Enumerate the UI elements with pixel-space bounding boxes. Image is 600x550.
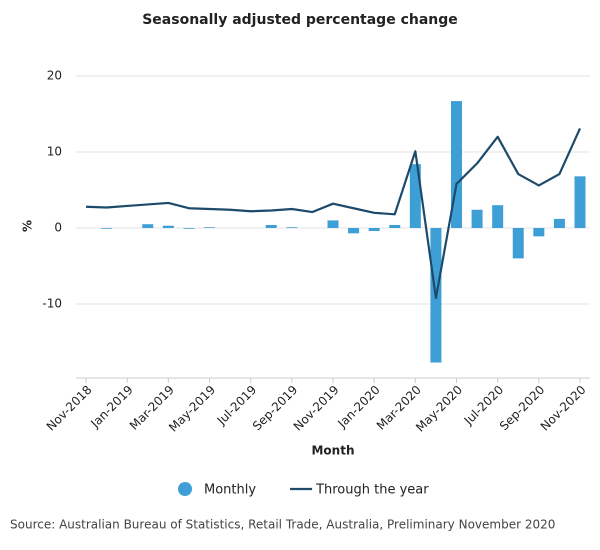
x-tick-label: Nov-2019	[291, 383, 342, 434]
legend-label: Monthly	[204, 483, 256, 498]
source-note: Source: Australian Bureau of Statistics,…	[10, 518, 555, 532]
bar	[553, 218, 565, 228]
bar	[512, 228, 524, 259]
y-axis-label: %	[21, 220, 35, 232]
legend-label: Through the year	[315, 483, 429, 498]
bar	[451, 101, 462, 228]
bar	[348, 228, 360, 234]
y-tick-label: 10	[47, 145, 62, 159]
bar	[142, 224, 154, 228]
line	[85, 127, 582, 300]
bar	[101, 228, 113, 229]
bar	[204, 227, 215, 228]
y-tick-label: -10	[42, 297, 62, 311]
bar	[409, 164, 421, 228]
x-tick-label: Nov-2018	[44, 383, 95, 434]
x-axis-label: Month	[311, 444, 354, 458]
bar	[162, 225, 174, 228]
bar	[471, 209, 483, 228]
bar	[368, 228, 380, 232]
bar	[492, 205, 504, 228]
bar	[265, 224, 277, 228]
bar	[327, 220, 339, 228]
x-tick-label: Nov-2020	[538, 383, 589, 434]
bar	[533, 228, 545, 237]
legend-marker	[178, 482, 192, 496]
bar	[286, 227, 298, 228]
y-tick-label: 20	[47, 69, 62, 83]
bar	[574, 176, 586, 228]
bar	[183, 228, 195, 229]
y-tick-label: 0	[54, 221, 62, 235]
chart-title: Seasonally adjusted percentage change	[142, 12, 458, 28]
bar	[389, 224, 401, 228]
